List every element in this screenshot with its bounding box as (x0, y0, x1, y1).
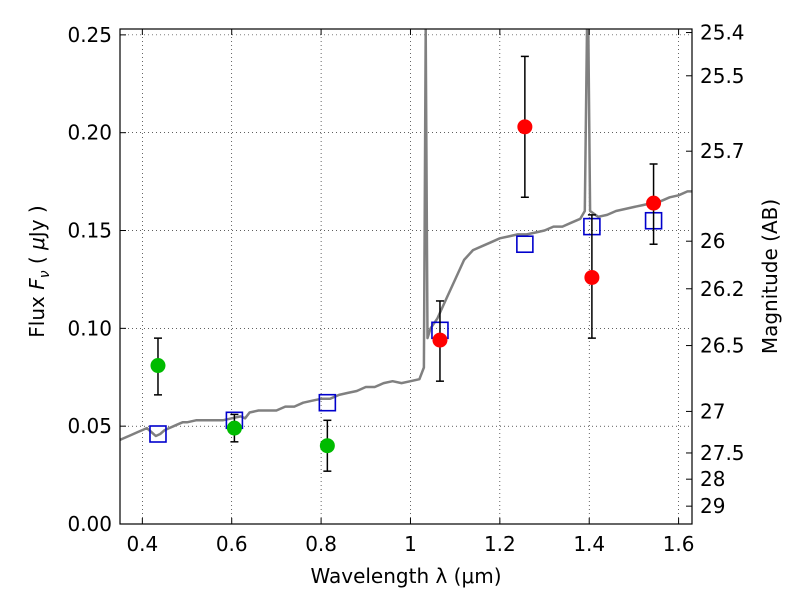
green-data-point (150, 358, 166, 374)
y2-tick-label: 26.5 (700, 334, 745, 358)
y2-tick-label: 28 (700, 467, 725, 491)
y2-tick-label: 26 (700, 229, 725, 253)
y-tick-label: 0.25 (67, 23, 112, 47)
x-tick-label: 1 (404, 532, 417, 556)
y-tick-label: 0.15 (67, 219, 112, 243)
y-axis-label-part: ( (25, 250, 49, 271)
model-square-point (149, 425, 167, 443)
x-axis-label: Wavelength λ (μm) (310, 564, 501, 588)
model-square-point (318, 393, 337, 412)
plot-frame (119, 28, 693, 525)
x-tick-label: 0.6 (216, 532, 248, 556)
x-tick-label: 1.2 (484, 532, 516, 556)
axis-ticks: 0.4 0.6 0.8 1 1.2 1.4 1.6 0.00 0.05 0.10 0.15 0.20 0… (67, 21, 744, 556)
y2-tick-label: 27.5 (700, 441, 745, 465)
green-data-point (319, 438, 335, 454)
red-data-point (432, 332, 448, 348)
y-axis-label-part: F (25, 278, 49, 290)
y-tick-label: 0.20 (67, 121, 112, 145)
y-axis-label-part: Flux (25, 290, 49, 338)
y-tick-label: 0.05 (67, 414, 112, 438)
red-data-point (646, 195, 662, 211)
y2-axis-label: Magnitude (AB) (758, 199, 782, 354)
y2-tick-label: 25.7 (700, 139, 745, 163)
x-tick-label: 0.4 (126, 532, 158, 556)
y-axis-label-part: μ (25, 237, 49, 251)
red-data-point (584, 269, 600, 285)
y2-tick-label: 27 (700, 399, 725, 423)
y2-tick-label: 25.5 (700, 64, 745, 88)
y-axis-label: Flux Fν ( μJy ) (25, 205, 53, 337)
data-area (120, 29, 692, 472)
y2-tick-label: 29 (700, 494, 725, 518)
x-tick-label: 1.4 (573, 532, 605, 556)
y-axis-label-part: ν (37, 270, 53, 278)
green-data-point (226, 420, 242, 436)
x-tick-label: 1.6 (663, 532, 695, 556)
red-data-point (517, 119, 533, 135)
y2-tick-label: 26.2 (700, 277, 745, 301)
y-tick-label: 0.00 (67, 512, 112, 536)
x-tick-label: 0.8 (305, 532, 337, 556)
grid-lines (120, 29, 692, 525)
y-axis-label-part: Jy ) (25, 205, 49, 239)
y2-tick-label: 25.4 (700, 21, 745, 45)
y-tick-label: 0.10 (67, 316, 112, 340)
model-square-point (516, 235, 534, 254)
spectrum-line (120, 29, 692, 442)
